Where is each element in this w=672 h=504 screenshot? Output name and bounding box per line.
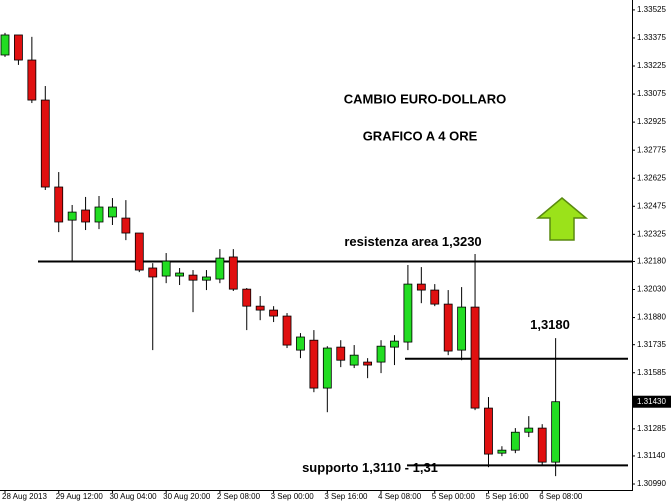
y-tick-label: 1.31735: [637, 340, 666, 349]
x-tick-label: 5 Sep 00:00: [432, 492, 476, 501]
candle-body: [390, 340, 399, 348]
y-tick-label: 1.33375: [637, 33, 666, 42]
candle-body: [524, 427, 534, 433]
y-tick-label: 1.32625: [637, 173, 666, 182]
up-arrow: [535, 197, 589, 241]
x-tick-label: 3 Sep 16:00: [324, 492, 368, 501]
candle-body: [484, 407, 493, 455]
candle-body: [121, 217, 131, 234]
y-tick-label: 1.32475: [637, 201, 666, 210]
y-tick-label: 1.33075: [637, 89, 666, 98]
candle-body: [14, 34, 23, 61]
candle-body: [322, 347, 332, 389]
x-tick-label: 4 Sep 08:00: [378, 492, 422, 501]
candle-body: [40, 99, 50, 188]
candle-body: [349, 354, 359, 366]
y-tick-label: 1.32775: [637, 145, 666, 154]
candle-body: [470, 306, 480, 409]
candle-body: [81, 209, 90, 223]
candle-body: [255, 305, 265, 311]
x-tick-label: 2 Sep 08:00: [217, 492, 261, 501]
last-price-box: [633, 395, 671, 408]
y-tick-label: 1.33525: [637, 5, 666, 14]
y-tick-label: 1.33225: [637, 61, 666, 70]
y-tick-label: 1.32180: [637, 257, 666, 266]
candle-body: [309, 339, 319, 389]
candle-body: [457, 306, 467, 351]
y-tick-label: 1.32925: [637, 117, 666, 126]
candle-body: [430, 289, 440, 305]
candle-body: [416, 283, 426, 291]
candle-body: [228, 256, 238, 290]
candle-body: [403, 283, 413, 343]
y-tick-label: 1.31285: [637, 424, 666, 433]
level-label: resistenza area 1,3230: [344, 234, 481, 249]
candle-body: [497, 449, 507, 454]
candle-body: [336, 346, 346, 361]
y-tick-label: 1.31585: [637, 368, 666, 377]
candle-body: [282, 315, 292, 346]
candle-body: [510, 431, 520, 451]
candle-body: [108, 206, 117, 218]
y-tick-label: 1.31880: [637, 313, 666, 322]
candle-body: [376, 345, 386, 363]
y-tick-label: 1.30990: [637, 479, 666, 488]
last-price-label: 1.31430: [637, 397, 666, 406]
candle-body: [0, 34, 10, 56]
candle-body: [443, 303, 453, 352]
candle-body: [363, 361, 373, 366]
y-tick-label: 1.31140: [637, 451, 666, 460]
x-tick-label: 30 Aug 04:00: [109, 492, 157, 501]
x-tick-label: 6 Sep 08:00: [539, 492, 583, 501]
plot-area: [0, 0, 632, 490]
y-tick-label: 1.32030: [637, 285, 666, 294]
candle-body: [242, 288, 252, 307]
candle-body: [148, 267, 158, 278]
chart-title: CAMBIO EURO-DOLLARO: [344, 91, 507, 106]
candle-body: [269, 309, 279, 317]
candle-body: [188, 274, 198, 281]
level-label: supporto 1,3110 - 1,31: [302, 460, 438, 475]
y-tick-label: 1.32325: [637, 229, 666, 238]
candle-body: [67, 211, 77, 221]
candle-body: [202, 276, 211, 281]
x-tick-label: 28 Aug 2013: [2, 492, 47, 501]
x-tick-label: 29 Aug 12:00: [56, 492, 104, 501]
candle-body: [94, 206, 104, 223]
candle-body: [54, 186, 64, 223]
x-tick-label: 3 Sep 00:00: [271, 492, 315, 501]
x-tick-label: 30 Aug 20:00: [163, 492, 211, 501]
candle-body: [161, 260, 171, 277]
candle-body: [215, 257, 225, 280]
candle-body: [296, 336, 305, 351]
candle-body: [551, 401, 561, 463]
candle-body: [175, 272, 184, 277]
candle-body: [537, 427, 547, 463]
candle-body: [27, 59, 37, 101]
x-tick-label: 5 Sep 16:00: [485, 492, 529, 501]
chart-subtitle: GRAFICO A 4 ORE: [363, 128, 478, 143]
candle-body: [134, 232, 144, 271]
level-label: 1,3180: [530, 317, 570, 332]
